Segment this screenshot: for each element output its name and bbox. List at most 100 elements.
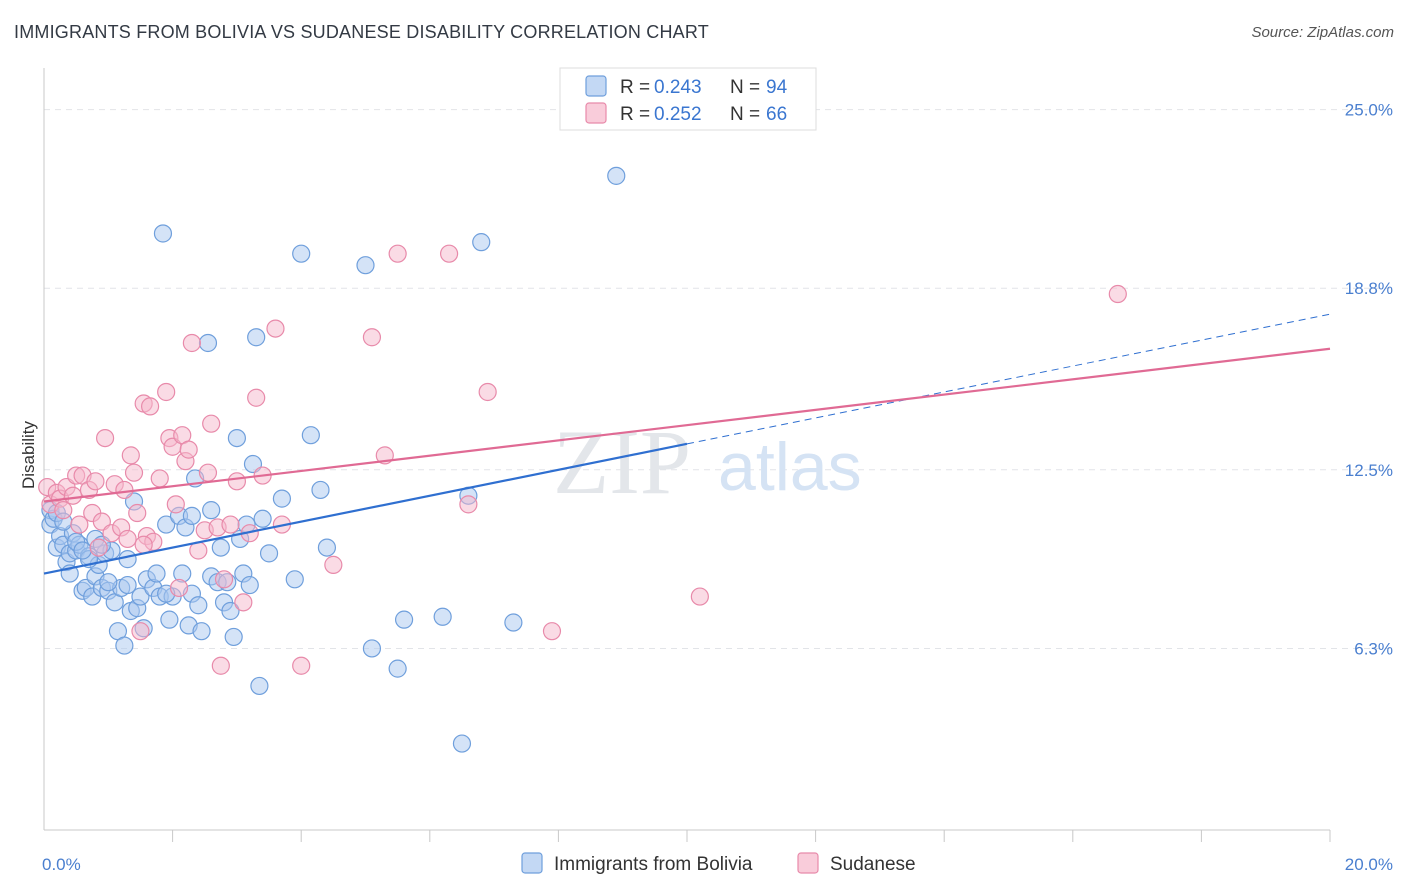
point-bolivia-63 [253,509,272,528]
point-sudanese-41 [198,463,218,482]
point-sudanese-38 [182,333,201,353]
point-bolivia-55 [227,428,246,448]
point-sudanese-55 [324,555,343,574]
point-bolivia-47 [198,333,218,353]
point-sudanese-65 [134,535,153,554]
point-bolivia-88 [202,501,221,520]
point-sudanese-64 [1108,284,1127,304]
point-sudanese-52 [266,319,285,338]
point-sudanese-19 [115,480,134,500]
point-sudanese-8 [70,515,89,534]
watermark-atlas: atlas [718,429,862,505]
legend-swatch-sudanese [585,102,607,124]
trend-lines [43,313,1331,575]
trend-line-bolivia-extension [686,313,1331,445]
legend-r-value-2: 0.252 [654,104,702,125]
point-bolivia-67 [292,244,311,263]
point-sudanese-29 [150,469,169,488]
point-sudanese-56 [362,328,382,347]
point-bolivia-61 [247,328,266,347]
point-bolivia-53 [221,601,240,621]
point-bolivia-62 [250,676,269,696]
point-sudanese-37 [179,440,198,459]
point-bolivia-35 [153,224,173,243]
point-bolivia-68 [301,426,320,445]
y-axis-title: Disability [19,420,38,489]
point-sudanese-63 [690,587,709,606]
trend-line-sudanese [43,347,1331,503]
point-sudanese-45 [214,570,234,589]
legend-n-value-1: 94 [766,77,788,98]
point-sudanese-62 [542,622,562,641]
point-bolivia-79 [504,613,523,632]
point-bolivia-70 [317,538,337,557]
point-sudanese-21 [121,446,140,465]
point-sudanese-48 [234,593,253,612]
legend-swatch-bolivia [585,75,607,97]
point-bolivia-50 [211,538,230,557]
legend-r-value-1: 0.243 [654,77,702,98]
point-bolivia-36 [157,515,176,534]
point-sudanese-46 [221,515,240,534]
point-sudanese-15 [95,428,115,448]
x-tick-label-1: 20.0% [1345,855,1393,874]
series-bolivia-points [41,166,626,753]
point-bolivia-87 [182,506,201,525]
point-bolivia-33 [147,564,166,583]
point-sudanese-12 [86,472,105,491]
point-bolivia-37 [160,610,179,629]
point-bolivia-25 [118,550,137,569]
top-legend: R = 0.243 N = 94 R = 0.252 N = 66 [559,67,817,131]
point-sudanese-6 [63,486,83,505]
point-bolivia-73 [388,659,407,678]
point-sudanese-13 [89,538,108,557]
source-credit: Source: ZipAtlas.com [1251,24,1394,41]
bottom-legend-label-sudanese: Sudanese [830,854,916,875]
point-bolivia-24 [115,636,134,655]
point-sudanese-59 [439,244,459,263]
point-sudanese-47 [227,472,246,491]
point-sudanese-61 [478,382,497,402]
point-bolivia-46 [192,622,211,641]
point-sudanese-60 [459,495,478,514]
watermark: ZIP atlas [553,411,862,513]
bottom-legend-label-bolivia: Immigrants from Bolivia [554,854,753,875]
bottom-legend: Immigrants from Bolivia Sudanese [521,852,916,875]
y-tick-label-1: 12.5% [1345,461,1393,480]
legend-n-label-1: N = [730,77,760,98]
point-sudanese-24 [131,622,150,641]
point-bolivia-45 [189,596,208,615]
point-bolivia-86 [118,575,137,595]
point-sudanese-20 [118,529,137,549]
point-bolivia-80 [607,166,626,185]
point-sudanese-44 [211,656,230,675]
y-tick-label-0: 6.3% [1354,639,1393,658]
point-bolivia-76 [452,734,472,753]
y-tick-label-2: 18.8% [1345,279,1393,298]
legend-r-label-1: R = [620,77,650,98]
point-bolivia-64 [259,544,279,563]
legend-n-value-2: 66 [766,104,787,125]
point-bolivia-75 [433,607,452,626]
point-sudanese-23 [128,503,147,523]
point-bolivia-74 [394,610,414,629]
y-tick-labels: 6.3% 12.5% 18.8% 25.0% [1345,101,1393,659]
point-bolivia-69 [311,480,330,500]
point-sudanese-54 [292,656,311,675]
point-bolivia-72 [362,639,382,658]
point-bolivia-78 [472,233,491,252]
trend-line-bolivia [43,442,688,575]
series-sudanese-points [38,244,1127,675]
x-tick-label-0: 0.0% [42,855,81,874]
point-sudanese-58 [388,244,407,263]
point-bolivia-71 [356,256,375,275]
bottom-legend-swatch-sudanese [797,852,819,874]
point-sudanese-27 [140,397,160,416]
point-bolivia-59 [240,575,259,595]
point-sudanese-30 [157,382,176,402]
x-tick-labels: 0.0% 20.0% [42,855,1393,874]
point-sudanese-33 [166,495,185,514]
point-sudanese-34 [169,578,189,598]
chart-title: IMMIGRANTS FROM BOLIVIA VS SUDANESE DISA… [14,22,709,42]
